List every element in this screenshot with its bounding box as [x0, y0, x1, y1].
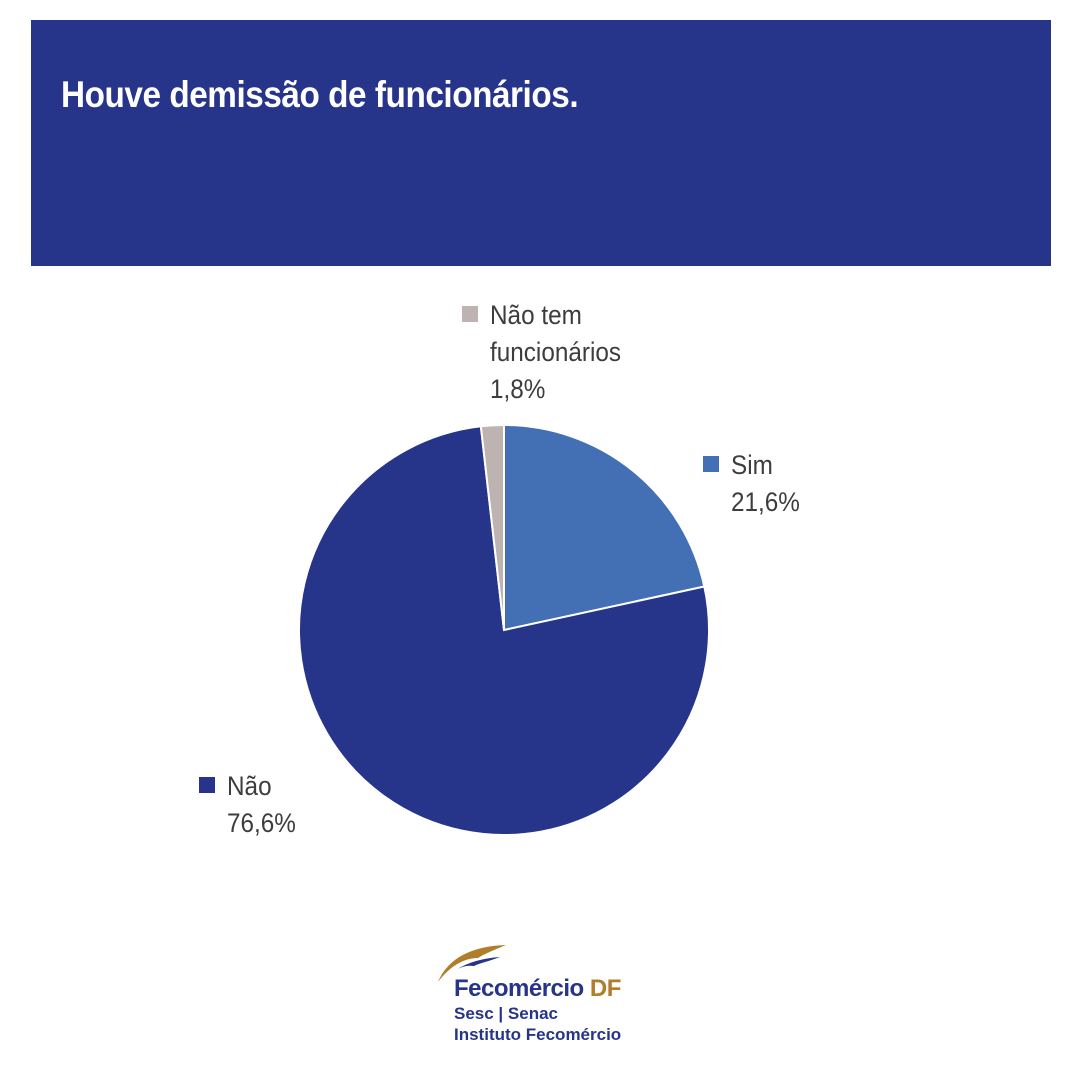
- logo-brand-suffix: DF: [589, 975, 622, 1002]
- logo-text: Fecomércio DF Sesc | Senac Instituto Fec…: [454, 975, 621, 1045]
- header-banner: [31, 20, 1051, 266]
- logo-instituto: Instituto Fecomércio: [454, 1025, 622, 1044]
- legend-value: 1,8%: [490, 374, 546, 404]
- legend-label-nao-tem-funcionarios: Não tem funcionários 1,8%: [490, 297, 621, 408]
- legend-label-line: funcionários: [490, 337, 622, 367]
- wing-logo-icon: [438, 945, 506, 982]
- legend-label-nao: Não 76,6%: [227, 768, 296, 842]
- pie-slice-nao: [298, 425, 710, 836]
- legend-swatch-nao: [199, 777, 215, 793]
- logo-brand-main: Fecomércio: [454, 975, 584, 1002]
- pie-slice-nao-tem-funcionarios: [479, 423, 505, 631]
- legend-swatch-sim: [703, 456, 719, 472]
- logo-brand: Fecomércio DF: [454, 975, 621, 1003]
- legend-value: 76,6%: [227, 808, 296, 838]
- legend-label-line: Não tem: [490, 300, 582, 330]
- legend-swatch-nao-tem-funcionarios: [462, 306, 478, 322]
- legend-label-sim: Sim 21,6%: [731, 447, 800, 521]
- pie-slice-sim: [503, 423, 706, 632]
- legend-value: 21,6%: [731, 487, 800, 517]
- legend-item-nao-tem-funcionarios: Não tem funcionários 1,8%: [462, 297, 636, 408]
- legend-label-line: Sim: [731, 450, 773, 480]
- logo-sesc-senac: Sesc | Senac: [454, 1004, 558, 1023]
- legend-item-nao: Não 76,6%: [199, 768, 304, 842]
- legend-item-sim: Sim 21,6%: [703, 447, 808, 521]
- legend-label-line: Não: [227, 771, 272, 801]
- fecomercio-logo: Fecomércio DF Sesc | Senac Instituto Fec…: [434, 940, 674, 1050]
- page-title: Houve demissão de funcionários.: [61, 74, 579, 115]
